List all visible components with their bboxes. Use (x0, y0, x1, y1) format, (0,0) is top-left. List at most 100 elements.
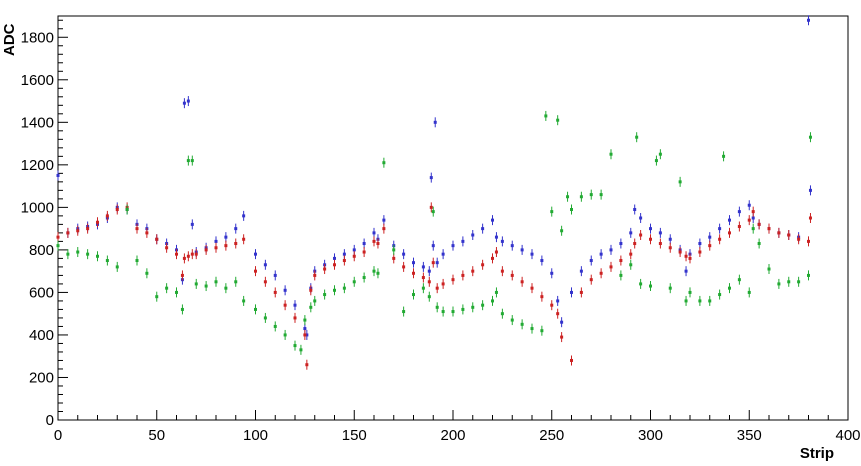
data-point (427, 295, 431, 299)
data-point (352, 254, 356, 258)
y-tick-label: 0 (46, 412, 54, 429)
data-point (491, 299, 494, 303)
data-point (751, 227, 755, 231)
data-point (757, 222, 761, 226)
data-point (431, 244, 435, 248)
y-tick-label: 1000 (21, 199, 54, 216)
data-point (500, 312, 504, 316)
data-point (242, 237, 246, 241)
data-point (556, 312, 560, 316)
series-1 (56, 202, 812, 370)
data-point (433, 120, 437, 124)
data-point (135, 259, 139, 263)
data-point (668, 286, 672, 290)
data-point (402, 310, 406, 314)
x-axis-title: Strip (800, 445, 834, 462)
data-point (362, 276, 366, 280)
data-point (556, 299, 560, 303)
data-point (303, 318, 307, 322)
data-point (698, 242, 702, 246)
data-point (494, 250, 498, 254)
data-point (599, 193, 603, 197)
data-point (807, 18, 810, 22)
data-point (550, 210, 554, 214)
data-point (293, 344, 297, 348)
data-point (155, 237, 159, 241)
y-tick-label: 600 (29, 284, 54, 301)
data-point (194, 252, 198, 256)
data-point (787, 280, 791, 284)
data-point (808, 135, 812, 139)
y-tick-label: 1400 (21, 114, 54, 131)
data-point (566, 195, 570, 199)
data-point (115, 207, 119, 211)
data-point (560, 320, 564, 324)
data-point (767, 267, 771, 271)
data-point (362, 250, 366, 254)
x-tick-label: 150 (342, 427, 367, 444)
x-tick-label: 400 (835, 427, 860, 444)
data-point (684, 269, 688, 273)
data-point (722, 154, 726, 158)
data-point (767, 227, 771, 231)
data-point (372, 231, 376, 235)
axis-ticks (57, 19, 849, 421)
x-tick-label: 200 (440, 427, 465, 444)
data-point (283, 288, 287, 292)
series-0 (56, 15, 812, 340)
data-point (431, 210, 435, 214)
data-point (323, 267, 327, 271)
data-point (658, 152, 662, 156)
data-point (461, 307, 465, 311)
data-point (165, 286, 169, 290)
data-point (471, 233, 475, 237)
data-point (435, 261, 439, 265)
data-point (751, 216, 755, 220)
data-point (589, 259, 593, 263)
data-point (242, 299, 246, 303)
data-point (688, 290, 692, 294)
data-point (807, 273, 810, 277)
data-point (293, 316, 297, 320)
data-point (293, 303, 297, 307)
data-point (76, 229, 80, 233)
data-point (556, 118, 560, 122)
data-point (520, 322, 524, 326)
data-point (180, 273, 184, 277)
data-point (510, 244, 514, 248)
data-point (412, 261, 415, 265)
data-point (461, 239, 465, 243)
data-point (728, 286, 731, 290)
data-point (175, 290, 178, 294)
data-point (808, 216, 812, 220)
data-point (737, 278, 741, 282)
data-point (155, 295, 159, 299)
data-point (629, 252, 633, 256)
y-tick-label: 200 (29, 369, 54, 386)
data-point (402, 265, 406, 269)
data-point (273, 324, 277, 328)
data-point (421, 286, 425, 290)
data-point (165, 246, 169, 250)
data-point (777, 282, 781, 286)
data-point (491, 256, 494, 260)
data-point (797, 280, 801, 284)
y-axis-title: ADC (1, 23, 18, 56)
data-point (303, 327, 307, 331)
data-point (579, 290, 583, 294)
data-point (808, 188, 812, 192)
data-point (175, 252, 178, 256)
data-point (429, 205, 433, 209)
data-point (698, 250, 702, 254)
data-point (429, 176, 433, 180)
data-point (599, 271, 603, 275)
data-point (649, 237, 652, 241)
data-point (56, 244, 60, 248)
y-tick-label: 400 (29, 327, 54, 344)
data-point (797, 237, 801, 241)
data-point (115, 265, 119, 269)
data-point (658, 231, 662, 235)
data-point (56, 235, 60, 239)
data-point (313, 299, 317, 303)
data-point (728, 218, 731, 222)
